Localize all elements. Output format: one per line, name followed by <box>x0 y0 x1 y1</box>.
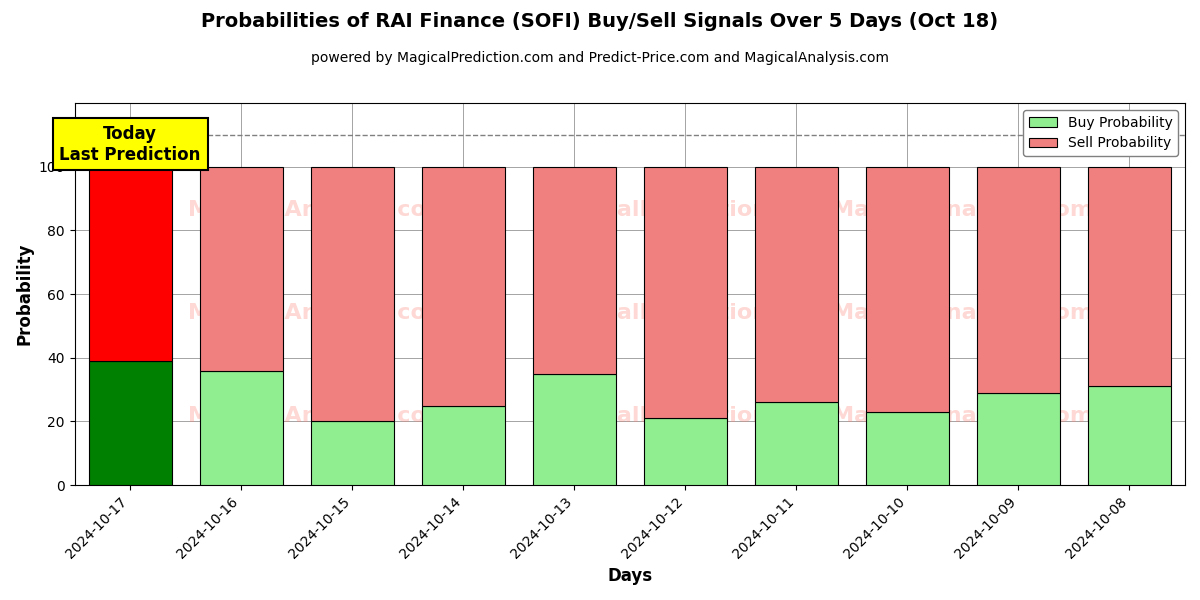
Bar <box>865 167 949 412</box>
Legend: Buy Probability, Sell Probability: Buy Probability, Sell Probability <box>1024 110 1178 156</box>
Bar <box>533 167 616 374</box>
Text: MagicalPrediction.com: MagicalPrediction.com <box>542 303 828 323</box>
Text: MagicalAnalysis.com: MagicalAnalysis.com <box>188 406 450 427</box>
Bar <box>1088 386 1171 485</box>
Text: MagicalAnalysis.com: MagicalAnalysis.com <box>833 303 1093 323</box>
Bar <box>421 406 505 485</box>
Bar <box>643 167 727 418</box>
Text: MagicalAnalysis.com: MagicalAnalysis.com <box>188 303 450 323</box>
Bar <box>89 167 172 361</box>
Bar <box>755 403 838 485</box>
Bar <box>977 393 1060 485</box>
Bar <box>199 167 283 371</box>
Bar <box>1088 167 1171 386</box>
X-axis label: Days: Days <box>607 567 653 585</box>
Text: MagicalAnalysis.com: MagicalAnalysis.com <box>188 200 450 220</box>
Bar <box>643 418 727 485</box>
Bar <box>89 361 172 485</box>
Text: Today
Last Prediction: Today Last Prediction <box>60 125 200 164</box>
Text: Probabilities of RAI Finance (SOFI) Buy/Sell Signals Over 5 Days (Oct 18): Probabilities of RAI Finance (SOFI) Buy/… <box>202 12 998 31</box>
Bar <box>421 167 505 406</box>
Bar <box>311 167 394 421</box>
Bar <box>199 371 283 485</box>
Text: MagicalPrediction.com: MagicalPrediction.com <box>542 406 828 427</box>
Text: powered by MagicalPrediction.com and Predict-Price.com and MagicalAnalysis.com: powered by MagicalPrediction.com and Pre… <box>311 51 889 65</box>
Bar <box>311 421 394 485</box>
Text: MagicalPrediction.com: MagicalPrediction.com <box>542 200 828 220</box>
Bar <box>977 167 1060 393</box>
Bar <box>755 167 838 403</box>
Text: MagicalAnalysis.com: MagicalAnalysis.com <box>833 406 1093 427</box>
Bar <box>533 374 616 485</box>
Y-axis label: Probability: Probability <box>16 243 34 346</box>
Bar <box>865 412 949 485</box>
Text: MagicalAnalysis.com: MagicalAnalysis.com <box>833 200 1093 220</box>
